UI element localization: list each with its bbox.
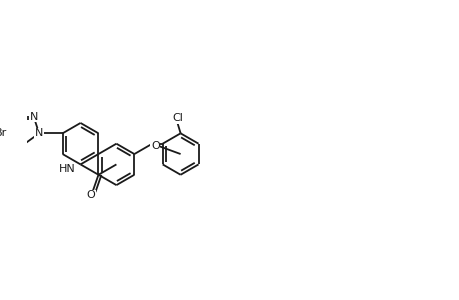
Text: Cl: Cl — [172, 113, 183, 123]
Text: N: N — [35, 128, 43, 138]
Text: Br: Br — [0, 128, 8, 138]
Text: N: N — [29, 112, 38, 122]
Text: HN: HN — [58, 164, 75, 173]
Text: O: O — [86, 190, 95, 200]
Text: O: O — [151, 141, 159, 151]
